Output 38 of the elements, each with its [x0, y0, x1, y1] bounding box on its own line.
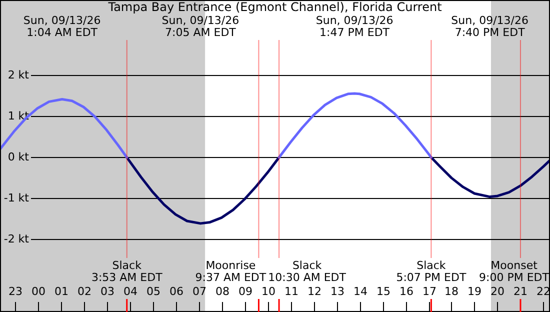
x-tick-label: 13	[330, 284, 344, 298]
x-tick-label: 08	[216, 284, 230, 298]
y-tick-label: -1 kt	[4, 191, 30, 204]
ref-line-label: Moonset 9:00 PM EDT	[479, 258, 550, 284]
x-tick-label: 11	[284, 284, 298, 298]
x-tick-label: 03	[100, 284, 114, 298]
x-tick-label: 00	[32, 284, 46, 298]
y-tick-label: -2 kt	[4, 232, 30, 246]
x-tick-label: 19	[468, 284, 482, 298]
x-tick-label: 01	[54, 284, 68, 298]
ref-line-label: Moonrise 9:37 AM EDT	[195, 258, 266, 284]
x-tick-label: 05	[146, 284, 160, 298]
y-tick-label: 0 kt	[8, 150, 30, 164]
x-tick-label: 18	[444, 284, 458, 298]
annotation: Sun, 09/13/26 1:04 AM EDT	[23, 14, 101, 39]
x-tick-label: 20	[490, 284, 504, 298]
x-tick-label: 10	[262, 284, 276, 298]
x-tick-label: 22	[536, 284, 550, 298]
ref-line-label: Slack 10:30 AM EDT	[268, 258, 346, 284]
x-tick-label: 15	[376, 284, 390, 298]
x-tick-label: 04	[124, 284, 138, 298]
x-tick-label: 09	[238, 284, 252, 298]
x-tick-label: 07	[192, 284, 206, 298]
x-tick-label: 21	[514, 284, 528, 298]
ref-line-label: Slack 5:07 PM EDT	[396, 258, 466, 284]
x-tick-label: 23	[8, 284, 22, 298]
chart-title: Tampa Bay Entrance (Egmont Channel), Florida Current	[107, 0, 442, 14]
x-tick-label: 06	[170, 284, 184, 298]
annotation: Sun, 09/13/26 1:47 PM EDT	[316, 14, 394, 39]
x-tick-label: 12	[308, 284, 322, 298]
x-tick-label: 17	[422, 284, 436, 298]
ref-line-label: Slack 3:53 AM EDT	[91, 258, 163, 284]
x-tick-label: 02	[78, 284, 92, 298]
x-tick-label: 14	[354, 284, 368, 298]
annotation: Sun, 09/13/26 7:05 AM EDT	[162, 14, 240, 39]
annotation: Sun, 09/13/26 7:40 PM EDT	[451, 14, 528, 39]
x-tick-label: 16	[400, 284, 414, 298]
y-tick-label: 2 kt	[8, 68, 30, 82]
